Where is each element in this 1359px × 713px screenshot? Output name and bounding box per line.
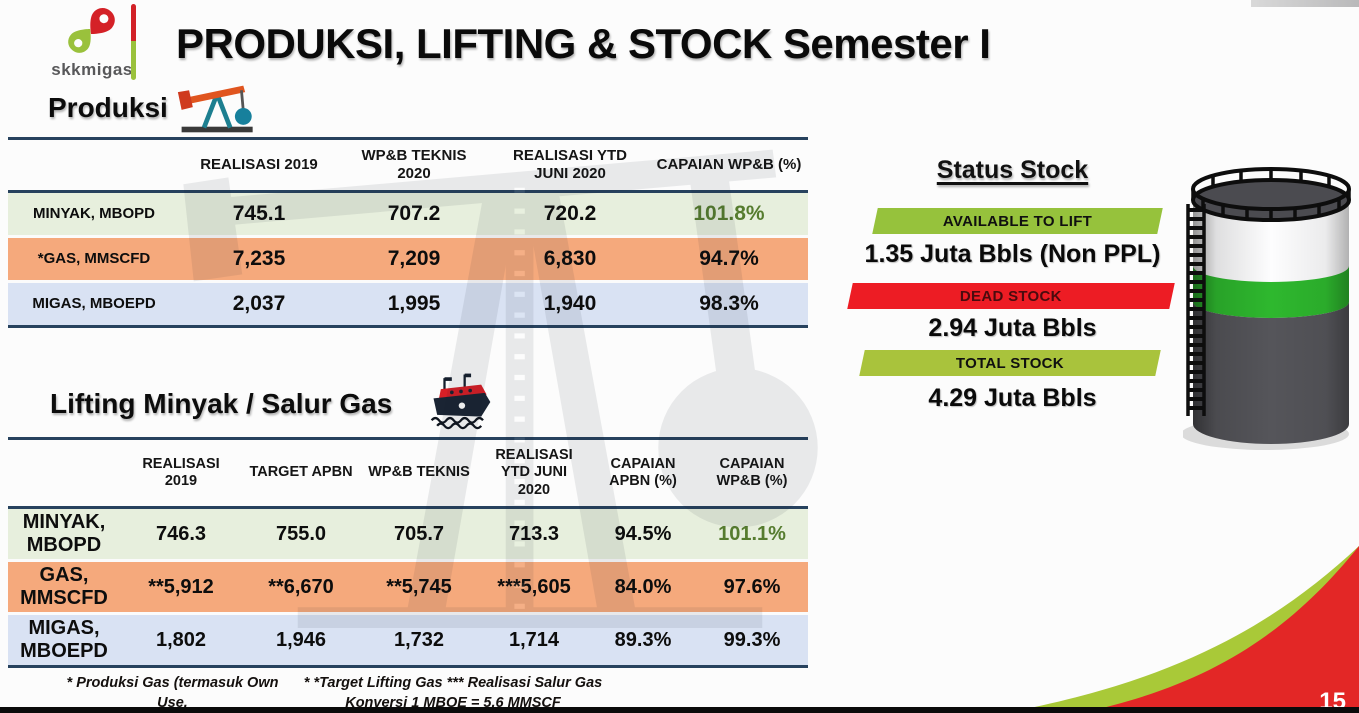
- divider-green-segment: [131, 41, 136, 80]
- column-header: TARGET APBN: [249, 464, 353, 481]
- status-stock-title: Status Stock: [936, 156, 1089, 184]
- skkmigas-logo: skkmigas: [44, 4, 140, 80]
- bottom-edge-bar: [0, 707, 1359, 713]
- table-row-minyak: MINYAK, MBOPD 745.1 707.2 720.2 101.8%: [8, 193, 808, 235]
- table-cell: 705.7: [393, 522, 445, 545]
- row-label: *GAS, MMSCFD: [37, 250, 151, 268]
- table-cell: 713.3: [508, 522, 560, 545]
- table-cell: 2,037: [232, 292, 286, 315]
- banner-label: TOTAL STOCK: [955, 354, 1065, 372]
- table-cell: 7,235: [232, 247, 286, 270]
- top-edge-strip: [1251, 0, 1359, 7]
- corner-swoosh: [1005, 546, 1359, 713]
- row-label: MIGAS, MBOEPD: [20, 617, 108, 662]
- table-cell: 7,209: [387, 247, 441, 270]
- table-cell: 1,802: [155, 628, 207, 651]
- column-header: WP&B TEKNIS 2020: [361, 147, 467, 182]
- table-row-migas: MIGAS, MBOEPD 1,802 1,946 1,732 1,714 89…: [8, 612, 808, 665]
- table-cell: **5,912: [148, 575, 214, 598]
- row-label: MINYAK, MBOPD: [22, 511, 106, 556]
- table-cell: 6,830: [543, 247, 597, 270]
- column-header: CAPAIAN APBN (%): [609, 455, 677, 489]
- table-cell: 98.3%: [699, 292, 759, 315]
- row-label: GAS, MMSCFD: [20, 564, 108, 609]
- logo-text: skkmigas: [51, 60, 133, 79]
- available-to-lift-banner: AVAILABLE TO LIFT: [872, 208, 1163, 234]
- oil-tank-icon: [1183, 167, 1351, 450]
- header-divider: [131, 4, 136, 80]
- column-header: CAPAIAN WP&B (%): [716, 455, 788, 489]
- available-to-lift-value: 1.35 Juta Bbls (Non PPL): [864, 240, 1161, 268]
- column-header: REALISASI YTD JUNI 2020: [495, 446, 573, 498]
- table-cell: 99.3%: [723, 628, 781, 651]
- produksi-table: REALISASI 2019 WP&B TEKNIS 2020 REALISAS…: [8, 137, 808, 328]
- banner-label: AVAILABLE TO LIFT: [942, 212, 1093, 230]
- column-header: REALISASI 2019: [142, 455, 220, 489]
- produksi-table-header-row: REALISASI 2019 WP&B TEKNIS 2020 REALISAS…: [8, 140, 808, 193]
- divider-red-segment: [131, 4, 136, 41]
- page-title: PRODUKSI, LIFTING & STOCK Semester I: [176, 20, 991, 67]
- total-stock-banner: TOTAL STOCK: [859, 350, 1161, 376]
- column-header: REALISASI 2019: [200, 156, 318, 173]
- footnote-line: Konversi 1 MBOE = 5,6 MMSCF: [345, 694, 561, 711]
- table-cell: **6,670: [268, 575, 334, 598]
- column-header: WP&B TEKNIS: [368, 464, 470, 481]
- table-cell: 720.2: [543, 202, 597, 225]
- lifting-table: REALISASI 2019 TARGET APBN WP&B TEKNIS R…: [8, 437, 808, 668]
- footnote-line: * Produksi Gas (termasuk Own Use,: [66, 675, 279, 711]
- table-cell: 1,714: [508, 628, 560, 651]
- produksi-heading: Produksi: [48, 92, 168, 123]
- lifting-heading: Lifting Minyak / Salur Gas: [50, 388, 393, 419]
- table-cell: 746.3: [155, 522, 207, 545]
- footnote-produksi-gas: * Produksi Gas (termasuk Own Use, Flare,…: [55, 674, 290, 713]
- column-header: CAPAIAN WP&B (%): [656, 156, 802, 173]
- dead-stock-value: 2.94 Juta Bbls: [928, 314, 1097, 342]
- table-cell: ***5,605: [497, 575, 571, 598]
- table-cell: 1,732: [393, 628, 445, 651]
- pumpjack-icon: [177, 85, 253, 133]
- table-row-gas: GAS, MMSCFD **5,912 **6,670 **5,745 ***5…: [8, 559, 808, 612]
- table-row-minyak: MINYAK, MBOPD 746.3 755.0 705.7 713.3 94…: [8, 509, 808, 559]
- table-cell-achievement: 101.8%: [693, 202, 765, 225]
- table-cell: 89.3%: [614, 628, 672, 651]
- row-label: MINYAK, MBOPD: [33, 205, 155, 223]
- table-cell: 94.5%: [614, 522, 672, 545]
- table-cell: 1,946: [275, 628, 327, 651]
- table-row-gas: *GAS, MMSCFD 7,235 7,209 6,830 94.7%: [8, 235, 808, 280]
- table-cell: 1,995: [387, 292, 441, 315]
- table-cell: 97.6%: [723, 575, 781, 598]
- dead-stock-banner: DEAD STOCK: [847, 283, 1175, 309]
- table-cell: 707.2: [387, 202, 441, 225]
- ship-icon: [430, 373, 491, 430]
- table-cell: 94.7%: [699, 247, 759, 270]
- table-cell: 1,940: [543, 292, 597, 315]
- column-header: REALISASI YTD JUNI 2020: [513, 147, 627, 182]
- footnote-lifting-gas: * *Target Lifting Gas *** Realisasi Salu…: [298, 674, 608, 713]
- skkmigas-logo-pins: [68, 8, 115, 53]
- banner-label: DEAD STOCK: [960, 287, 1062, 305]
- row-label: MIGAS, MBOEPD: [32, 295, 156, 313]
- footnote-line: * *Target Lifting Gas *** Realisasi Salu…: [303, 675, 603, 691]
- table-cell: 745.1: [232, 202, 286, 225]
- table-cell: 755.0: [275, 522, 327, 545]
- total-stock-value: 4.29 Juta Bbls: [928, 384, 1097, 412]
- table-cell: 84.0%: [614, 575, 672, 598]
- table-row-migas: MIGAS, MBOEPD 2,037 1,995 1,940 98.3%: [8, 280, 808, 325]
- table-cell: **5,745: [386, 575, 452, 598]
- table-cell-achievement: 101.1%: [718, 522, 786, 545]
- lifting-table-header-row: REALISASI 2019 TARGET APBN WP&B TEKNIS R…: [8, 440, 808, 509]
